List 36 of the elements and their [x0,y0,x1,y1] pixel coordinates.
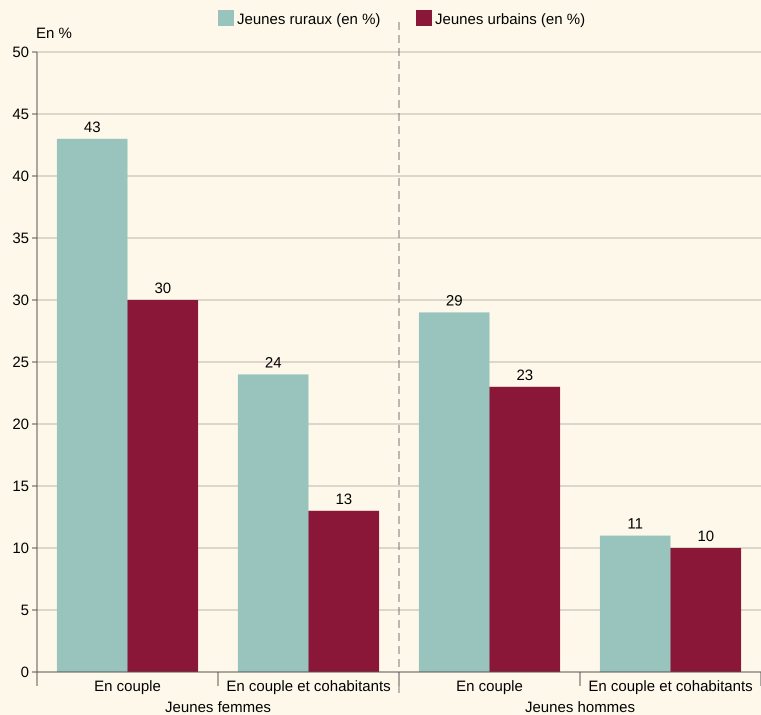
data-label: 13 [335,490,352,508]
bar [670,548,742,672]
y-tick-label: 15 [12,478,29,495]
x-tick-label: En couple et cohabitants [226,678,391,695]
y-tick-label: 20 [12,416,29,433]
bar [490,386,560,672]
bar [418,312,490,672]
legend-label: Jeunes ruraux (en %) [237,11,380,28]
y-axis-title: En % [36,25,72,42]
data-label: 10 [697,528,714,545]
data-label: 23 [516,366,534,384]
bar [238,374,308,672]
y-tick-label: 40 [12,168,29,185]
text: Jeunes femmes [165,699,271,715]
y-tick-label: 50 [12,44,29,61]
x-tick-label: En couple [94,678,161,695]
data-label: 43 [84,118,101,136]
text: Jeunes hommes [524,699,636,715]
y-tick-label: 30 [12,292,29,309]
data-label: 11 [627,516,643,533]
y-tick-label: 10 [12,540,29,557]
y-tick-label: 5 [20,602,29,619]
data-label: 29 [446,292,463,310]
y-tick-label: 35 [12,230,29,247]
x-tick-label: En couple et cohabitants [588,678,753,695]
data-label: 24 [264,354,282,372]
bar [308,510,380,672]
y-tick-label: 0 [20,664,29,681]
bar [128,300,198,672]
y-tick-label: 45 [12,106,29,123]
data-label: 30 [154,280,172,297]
x-tick-label: En couple [456,678,523,695]
bar [56,138,128,672]
y-tick-label: 25 [12,354,29,371]
bar [600,536,670,672]
legend-label: Jeunes urbains (en %) [435,11,586,28]
